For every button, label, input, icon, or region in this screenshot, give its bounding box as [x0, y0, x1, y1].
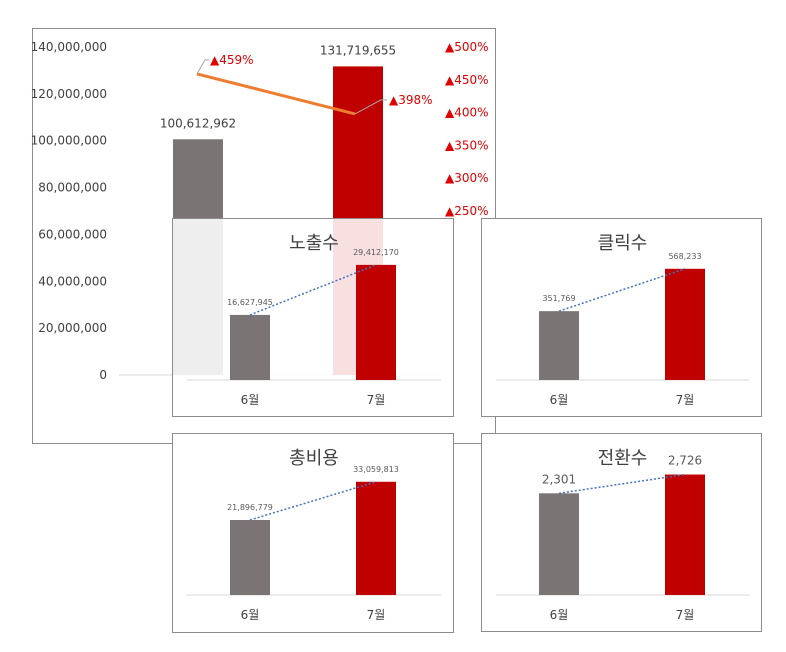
line-value-label: ▲398%	[389, 93, 433, 107]
y-tick-label: 0	[99, 368, 107, 382]
y-tick-label: 60,000,000	[38, 227, 107, 241]
conversions-chart-svg: 전환수 2,301 6월 2,726 7월	[496, 448, 749, 622]
y-tick-label: 20,000,000	[38, 321, 107, 335]
bar-value-label: 351,769	[542, 294, 575, 303]
growth-line	[196, 72, 356, 116]
bar-value-label: 29,412,170	[353, 248, 399, 257]
total-cost-chart-svg: 총비용 21,896,779 6월 33,059,813 7월	[187, 448, 441, 622]
bar-value-label: 2,301	[542, 472, 576, 486]
y-tick-label: 80,000,000	[38, 181, 107, 195]
line-label-leader	[196, 59, 209, 75]
x-tick-label: 6월	[550, 608, 569, 622]
bar	[539, 311, 579, 380]
bar-value-label: 568,233	[668, 252, 701, 261]
trendline	[249, 264, 377, 316]
bar-value-label: 2,726	[668, 454, 702, 468]
bar	[356, 264, 396, 380]
chart-title: 총비용	[289, 448, 339, 469]
y-tick-label: 120,000,000	[31, 87, 107, 101]
bar	[230, 520, 270, 595]
bar-value-label: 16,627,945	[227, 298, 273, 307]
bar	[356, 481, 396, 595]
bar-value-label: 33,059,813	[353, 465, 399, 474]
y-tick-label: 140,000,000	[31, 40, 107, 54]
x-tick-label: 7월	[676, 393, 695, 407]
conversions-chart: 전환수 2,301 6월 2,726 7월	[481, 433, 762, 632]
y-tick-label: 100,000,000	[31, 134, 107, 148]
clicks-chart: 클릭수 351,769 6월 568,233 7월	[481, 218, 762, 417]
total-cost-chart: 총비용 21,896,779 6월 33,059,813 7월	[172, 433, 454, 633]
y2-tick-label: ▲500%	[445, 40, 489, 54]
line-value-label: ▲459%	[210, 53, 254, 67]
impressions-chart-svg: 노출수 16,627,945 6월 29,412,170 7월	[187, 233, 441, 407]
trendline	[558, 473, 686, 495]
y2-tick-label: ▲300%	[445, 171, 489, 185]
chart-title: 전환수	[598, 448, 648, 469]
y2-tick-label: ▲450%	[445, 73, 489, 87]
chart-title: 클릭수	[598, 233, 648, 254]
x-tick-label: 6월	[241, 393, 260, 407]
x-tick-label: 6월	[241, 608, 260, 622]
clicks-chart-svg: 클릭수 351,769 6월 568,233 7월	[496, 233, 749, 407]
chart-title: 노출수	[289, 233, 339, 254]
bar	[665, 474, 705, 595]
bar	[539, 493, 579, 595]
x-tick-label: 7월	[676, 608, 695, 622]
impressions-chart: 노출수 16,627,945 6월 29,412,170 7월	[172, 218, 454, 417]
bar	[230, 314, 270, 380]
trendline	[249, 481, 377, 521]
x-tick-label: 7월	[367, 608, 386, 622]
bar	[665, 268, 705, 380]
y2-tick-label: ▲250%	[445, 204, 489, 218]
bar-value-label: 21,896,779	[227, 503, 273, 512]
y2-tick-label: ▲350%	[445, 138, 489, 152]
bar-value-label: 131,719,655	[320, 43, 396, 57]
y-tick-label: 40,000,000	[38, 274, 107, 288]
line-label-leader	[354, 99, 387, 115]
x-tick-label: 6월	[550, 393, 569, 407]
x-tick-label: 7월	[367, 393, 386, 407]
bar-value-label: 100,612,962	[160, 116, 236, 130]
y2-tick-label: ▲400%	[445, 106, 489, 120]
